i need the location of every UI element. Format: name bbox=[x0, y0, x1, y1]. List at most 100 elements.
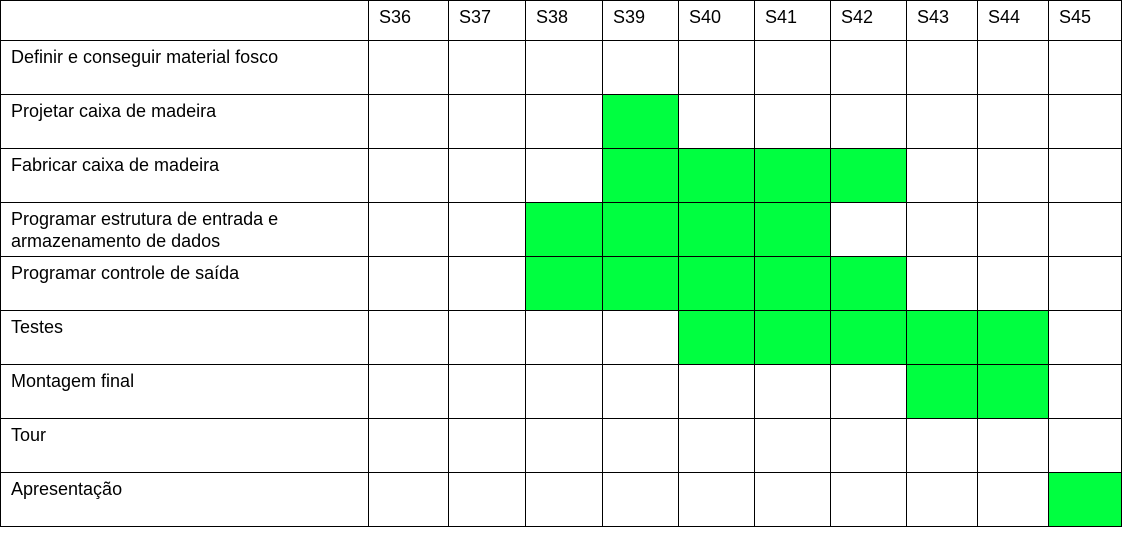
week-header-s45: S45 bbox=[1048, 0, 1122, 41]
schedule-cell bbox=[906, 40, 978, 95]
schedule-cell bbox=[906, 256, 978, 311]
task-row: Fabricar caixa de madeira bbox=[0, 148, 1122, 203]
corner-cell bbox=[0, 0, 369, 41]
schedule-cell bbox=[977, 94, 1049, 149]
schedule-cell bbox=[448, 418, 526, 473]
schedule-cell bbox=[678, 472, 755, 527]
schedule-cell bbox=[368, 202, 449, 257]
schedule-cell bbox=[830, 472, 907, 527]
schedule-cell bbox=[830, 40, 907, 95]
schedule-cell-active bbox=[830, 148, 907, 203]
schedule-cell bbox=[906, 94, 978, 149]
schedule-cell bbox=[1048, 364, 1122, 419]
schedule-cell bbox=[977, 418, 1049, 473]
schedule-cell-active bbox=[830, 256, 907, 311]
schedule-cell bbox=[830, 202, 907, 257]
schedule-cell bbox=[754, 94, 831, 149]
schedule-cell bbox=[977, 40, 1049, 95]
schedule-cell bbox=[1048, 418, 1122, 473]
schedule-cell-active bbox=[602, 148, 679, 203]
schedule-cell bbox=[906, 472, 978, 527]
schedule-cell bbox=[1048, 148, 1122, 203]
schedule-cell bbox=[678, 40, 755, 95]
schedule-cell bbox=[678, 364, 755, 419]
schedule-cell bbox=[830, 418, 907, 473]
schedule-cell bbox=[525, 472, 603, 527]
task-row: Testes bbox=[0, 310, 1122, 365]
schedule-cell bbox=[754, 418, 831, 473]
header-row: S36 S37 S38 S39 S40 S41 S42 S43 S44 S45 bbox=[0, 0, 1122, 41]
schedule-cell-active bbox=[830, 310, 907, 365]
schedule-cell bbox=[977, 148, 1049, 203]
schedule-cell bbox=[977, 202, 1049, 257]
schedule-cell bbox=[525, 40, 603, 95]
week-header-s37: S37 bbox=[448, 0, 526, 41]
schedule-cell-active bbox=[754, 148, 831, 203]
schedule-cell bbox=[525, 418, 603, 473]
week-header-s44: S44 bbox=[977, 0, 1049, 41]
schedule-cell-active bbox=[754, 310, 831, 365]
task-row: Programar estrutura de entrada e armazen… bbox=[0, 202, 1122, 257]
schedule-cell-active bbox=[977, 310, 1049, 365]
schedule-cell-active bbox=[906, 310, 978, 365]
schedule-cell-active bbox=[525, 202, 603, 257]
week-header-s38: S38 bbox=[525, 0, 603, 41]
schedule-cell-active bbox=[678, 310, 755, 365]
schedule-cell bbox=[754, 364, 831, 419]
schedule-cell-active bbox=[1048, 472, 1122, 527]
schedule-cell bbox=[977, 256, 1049, 311]
schedule-cell-active bbox=[754, 202, 831, 257]
schedule-cell bbox=[602, 418, 679, 473]
schedule-cell bbox=[368, 94, 449, 149]
schedule-cell bbox=[368, 472, 449, 527]
schedule-cell bbox=[448, 40, 526, 95]
schedule-cell bbox=[525, 364, 603, 419]
schedule-cell bbox=[525, 94, 603, 149]
schedule-cell bbox=[906, 148, 978, 203]
schedule-cell bbox=[1048, 94, 1122, 149]
schedule-cell-active bbox=[602, 94, 679, 149]
schedule-cell bbox=[977, 472, 1049, 527]
schedule-cell bbox=[906, 202, 978, 257]
task-name: Programar controle de saída bbox=[0, 256, 369, 311]
task-name: Projetar caixa de madeira bbox=[0, 94, 369, 149]
schedule-cell bbox=[1048, 40, 1122, 95]
schedule-cell-active bbox=[754, 256, 831, 311]
task-name: Montagem final bbox=[0, 364, 369, 419]
task-row: Definir e conseguir material fosco bbox=[0, 40, 1122, 95]
schedule-cell-active bbox=[906, 364, 978, 419]
schedule-cell bbox=[830, 364, 907, 419]
task-row: Tour bbox=[0, 418, 1122, 473]
schedule-cell bbox=[448, 364, 526, 419]
week-header-s42: S42 bbox=[830, 0, 907, 41]
schedule-cell bbox=[448, 310, 526, 365]
task-rows: Definir e conseguir material fosco Projet… bbox=[0, 40, 1122, 527]
schedule-cell bbox=[602, 364, 679, 419]
schedule-cell bbox=[830, 94, 907, 149]
task-name: Definir e conseguir material fosco bbox=[0, 40, 369, 95]
schedule-cell bbox=[368, 256, 449, 311]
task-name: Programar estrutura de entrada e armazen… bbox=[0, 202, 369, 257]
task-name: Apresentação bbox=[0, 472, 369, 527]
week-header-s41: S41 bbox=[754, 0, 831, 41]
schedule-cell bbox=[448, 148, 526, 203]
schedule-cell bbox=[368, 418, 449, 473]
schedule-cell bbox=[448, 94, 526, 149]
task-row: Montagem final bbox=[0, 364, 1122, 419]
schedule-cell bbox=[678, 418, 755, 473]
week-header-s40: S40 bbox=[678, 0, 755, 41]
schedule-cell bbox=[525, 148, 603, 203]
task-name: Tour bbox=[0, 418, 369, 473]
schedule-cell bbox=[368, 310, 449, 365]
schedule-cell bbox=[368, 40, 449, 95]
schedule-cell bbox=[754, 40, 831, 95]
schedule-cell bbox=[448, 472, 526, 527]
schedule-cell bbox=[754, 472, 831, 527]
task-row: Programar controle de saída bbox=[0, 256, 1122, 311]
schedule-cell bbox=[368, 148, 449, 203]
schedule-cell bbox=[602, 40, 679, 95]
schedule-cell-active bbox=[678, 202, 755, 257]
schedule-cell-active bbox=[678, 256, 755, 311]
schedule-cell bbox=[448, 256, 526, 311]
